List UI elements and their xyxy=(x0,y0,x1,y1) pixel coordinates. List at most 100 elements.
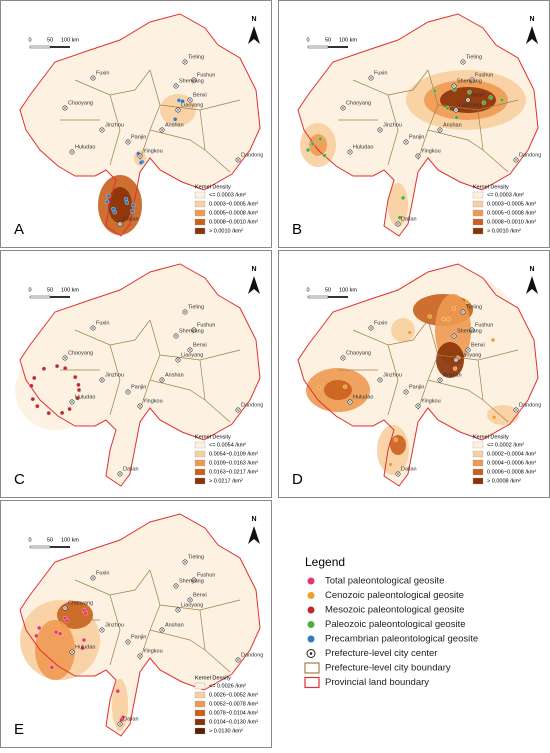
city-boundary xyxy=(352,69,429,96)
city-center-dot xyxy=(471,79,473,81)
scale-label: 100 km xyxy=(61,37,79,43)
geosite-point xyxy=(46,411,51,416)
city-label: Jinzhou xyxy=(105,122,124,128)
city-label: Dalian xyxy=(123,466,139,472)
legend-symbol xyxy=(307,635,315,643)
city-label: Shenyang xyxy=(179,78,204,84)
city-label: Jinzhou xyxy=(105,372,124,378)
scale-bar xyxy=(50,46,70,48)
scale-label: 100 km xyxy=(339,287,357,293)
geosite-point xyxy=(488,95,493,100)
north-arrow xyxy=(248,526,260,544)
city-boundary xyxy=(139,569,161,661)
city-label: Fuxin xyxy=(96,320,109,326)
city-boundary xyxy=(109,344,121,416)
city-center-dot xyxy=(177,609,179,611)
city-label: Chaoyang xyxy=(346,100,371,106)
city-center-dot xyxy=(71,151,73,153)
density-label: 0.0163~0.0217 /km² xyxy=(209,469,258,475)
scale-label: 0 xyxy=(28,37,31,43)
geosite-point xyxy=(76,387,82,393)
city-center-dot xyxy=(370,327,372,329)
legend-symbol xyxy=(307,606,315,614)
city-label: Anshan xyxy=(443,122,462,128)
scale-label: 0 xyxy=(28,287,31,293)
city-boundary xyxy=(109,594,121,666)
density-label: 0.0026~0.0052 /km² xyxy=(209,692,258,698)
density-swatch xyxy=(194,459,206,467)
scale-bar xyxy=(50,296,70,298)
scale-label: 100 km xyxy=(339,37,357,43)
legend-label: Mesozoic paleontological geosite xyxy=(325,605,464,616)
density-swatch xyxy=(472,191,484,199)
city-label: Shenyang xyxy=(457,78,482,84)
city-label: Yingkou xyxy=(143,648,163,654)
city-center-dot xyxy=(184,311,186,313)
density-label: 0.0008~0.0010 /km² xyxy=(209,219,258,225)
city-boundary xyxy=(149,629,206,651)
geosite-point xyxy=(111,206,116,212)
density-swatch xyxy=(194,727,206,735)
city-center-dot xyxy=(184,561,186,563)
city-center-dot xyxy=(127,391,129,393)
city-center-dot xyxy=(379,129,381,131)
geosite-point xyxy=(138,160,144,165)
density-label: <= 0.0026 /km² xyxy=(209,683,246,689)
city-center-dot xyxy=(193,329,195,331)
city-center-dot xyxy=(193,79,195,81)
city-center-dot xyxy=(237,409,239,411)
geosite-point xyxy=(32,375,37,381)
city-center-dot xyxy=(405,391,407,393)
province-fill xyxy=(298,14,538,236)
density-swatch xyxy=(472,227,484,235)
city-label: Yingkou xyxy=(143,148,163,154)
density-swatch xyxy=(472,200,484,208)
city-center-dot xyxy=(453,85,455,87)
geosite-point xyxy=(432,88,438,94)
city-boundary xyxy=(427,129,484,151)
legend-symbol xyxy=(307,577,315,585)
city-label: Jinzhou xyxy=(105,622,124,628)
density-label: 0.0109~0.0163 /km² xyxy=(209,460,258,466)
city-boundary xyxy=(74,69,151,96)
legend-symbol xyxy=(304,662,320,674)
geosite-point xyxy=(173,117,178,122)
city-center-dot xyxy=(184,61,186,63)
geosite-point xyxy=(106,193,111,199)
density-label: 0.0078~0.0104 /km² xyxy=(209,710,258,716)
legend-label: Provincial land boundary xyxy=(325,677,429,688)
city-label: Benxi xyxy=(193,342,207,348)
main-legend: Legend Total paleontological geosite Cenoz… xyxy=(304,555,478,689)
legend-symbol-dot xyxy=(309,652,313,655)
legend-title: Legend xyxy=(305,555,345,569)
panel-label: D xyxy=(292,471,303,488)
city-boundary xyxy=(149,129,206,151)
geosite-point xyxy=(83,611,88,616)
city-label: Liaoyang xyxy=(181,352,203,358)
geosite-point xyxy=(490,337,496,343)
geosite-point xyxy=(342,384,348,389)
city-label: Fushun xyxy=(475,322,493,328)
city-label: Fuxin xyxy=(96,70,109,76)
geosite-point xyxy=(124,200,130,205)
density-label: <= 0.0003 /km² xyxy=(487,192,524,198)
city-center-dot xyxy=(161,379,163,381)
scale-bar xyxy=(328,296,348,298)
city-label: Dandong xyxy=(241,402,263,408)
density-swatch xyxy=(194,218,206,226)
scale-label: 50 xyxy=(47,537,53,543)
geosite-point xyxy=(130,209,135,214)
city-boundary xyxy=(74,319,151,346)
city-center-dot xyxy=(471,329,473,331)
city-center-dot xyxy=(92,77,94,79)
city-boundary xyxy=(149,379,206,401)
city-center-dot xyxy=(175,335,177,337)
city-center-dot xyxy=(467,99,469,101)
geosite-point xyxy=(53,629,59,635)
density-swatch xyxy=(472,450,484,458)
city-boundary xyxy=(417,319,439,411)
geosite-point xyxy=(57,631,63,636)
